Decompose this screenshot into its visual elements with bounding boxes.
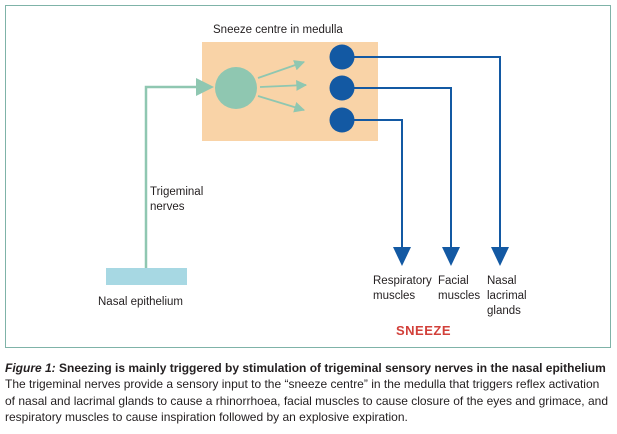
figure-description: The trigeminal nerves provide a sensory …: [5, 377, 608, 424]
arrowhead-facial: [442, 247, 460, 266]
motor-line-facial: [343, 87, 452, 250]
trigeminal-label: Trigeminal nerves: [150, 186, 204, 213]
motor-line-lacrimal: [343, 56, 501, 250]
sensory-neuron: [215, 67, 257, 109]
trigeminal-arrowhead: [196, 78, 214, 96]
sneeze-outcome-label: SNEEZE: [396, 323, 452, 338]
motor-neuron-respiratory: [329, 107, 355, 133]
relay-arrow-down: [257, 95, 306, 113]
relay-arrow-up: [257, 60, 306, 79]
trigeminal-nerve-line: [144, 85, 200, 268]
epithelium-label: Nasal epithelium: [98, 296, 184, 308]
target-label-respiratory: Respiratory muscles: [373, 275, 432, 302]
figure-frame: [5, 5, 611, 348]
arrowhead-respiratory: [393, 247, 411, 266]
motor-line-respiratory: [343, 119, 403, 250]
motor-neuron-facial: [329, 75, 355, 101]
nasal-epithelium-bar: [106, 268, 187, 285]
figure-number: Figure 1:: [5, 361, 56, 375]
medulla-label: Sneeze centre in medulla: [213, 24, 343, 36]
target-label-facial: Facial muscles: [438, 275, 481, 302]
figure-caption: Figure 1: Sneezing is mainly triggered b…: [5, 360, 611, 425]
figure-title: Sneezing is mainly triggered by stimulat…: [55, 361, 606, 375]
relay-arrow-mid: [259, 80, 308, 91]
arrowhead-lacrimal: [491, 247, 509, 266]
target-label-lacrimal: Nasal lacrimal glands: [487, 275, 527, 317]
motor-neuron-lacrimal: [329, 44, 355, 70]
